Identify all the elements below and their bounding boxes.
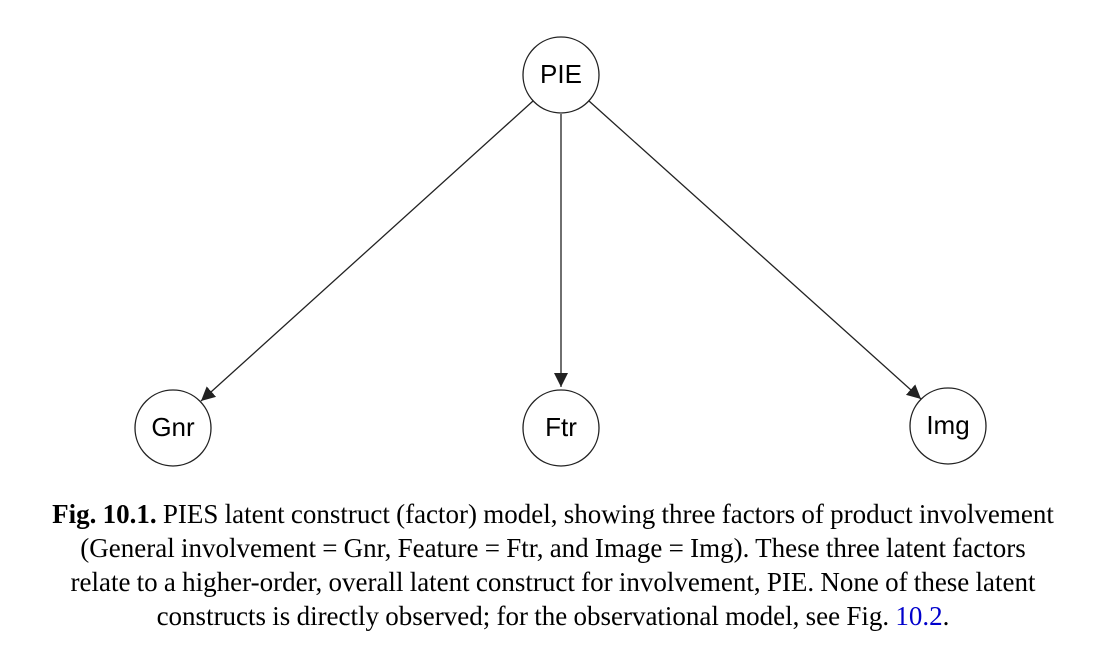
edge-pie-to-img bbox=[589, 101, 921, 399]
caption-text-1: PIES latent construct (factor) model, sh… bbox=[163, 499, 1054, 529]
node-pie: PIE bbox=[523, 37, 599, 113]
figure-reference-link[interactable]: 10.2 bbox=[895, 601, 942, 631]
caption-line-3: relate to a higher-order, overall latent… bbox=[30, 565, 1076, 599]
node-img: Img bbox=[910, 388, 986, 464]
node-gnr: Gnr bbox=[135, 390, 211, 466]
caption-period: . bbox=[943, 601, 950, 631]
caption-line-4: constructs is directly observed; for the… bbox=[30, 599, 1076, 633]
node-ftr: Ftr bbox=[523, 390, 599, 466]
node-pie-label: PIE bbox=[540, 59, 582, 89]
caption-line-1: Fig. 10.1. PIES latent construct (factor… bbox=[30, 497, 1076, 531]
caption-line-2: (General involvement = Gnr, Feature = Ft… bbox=[30, 531, 1076, 565]
node-ftr-label: Ftr bbox=[545, 412, 577, 442]
figure-label: Fig. 10.1. bbox=[52, 499, 157, 529]
node-img-label: Img bbox=[926, 410, 969, 440]
node-gnr-label: Gnr bbox=[151, 412, 195, 442]
caption-text-4: constructs is directly observed; for the… bbox=[157, 601, 890, 631]
edge-pie-to-gnr bbox=[201, 101, 533, 401]
factor-model-diagram: PIE Gnr Ftr Img bbox=[0, 0, 1106, 490]
figure-caption: Fig. 10.1. PIES latent construct (factor… bbox=[30, 497, 1076, 633]
